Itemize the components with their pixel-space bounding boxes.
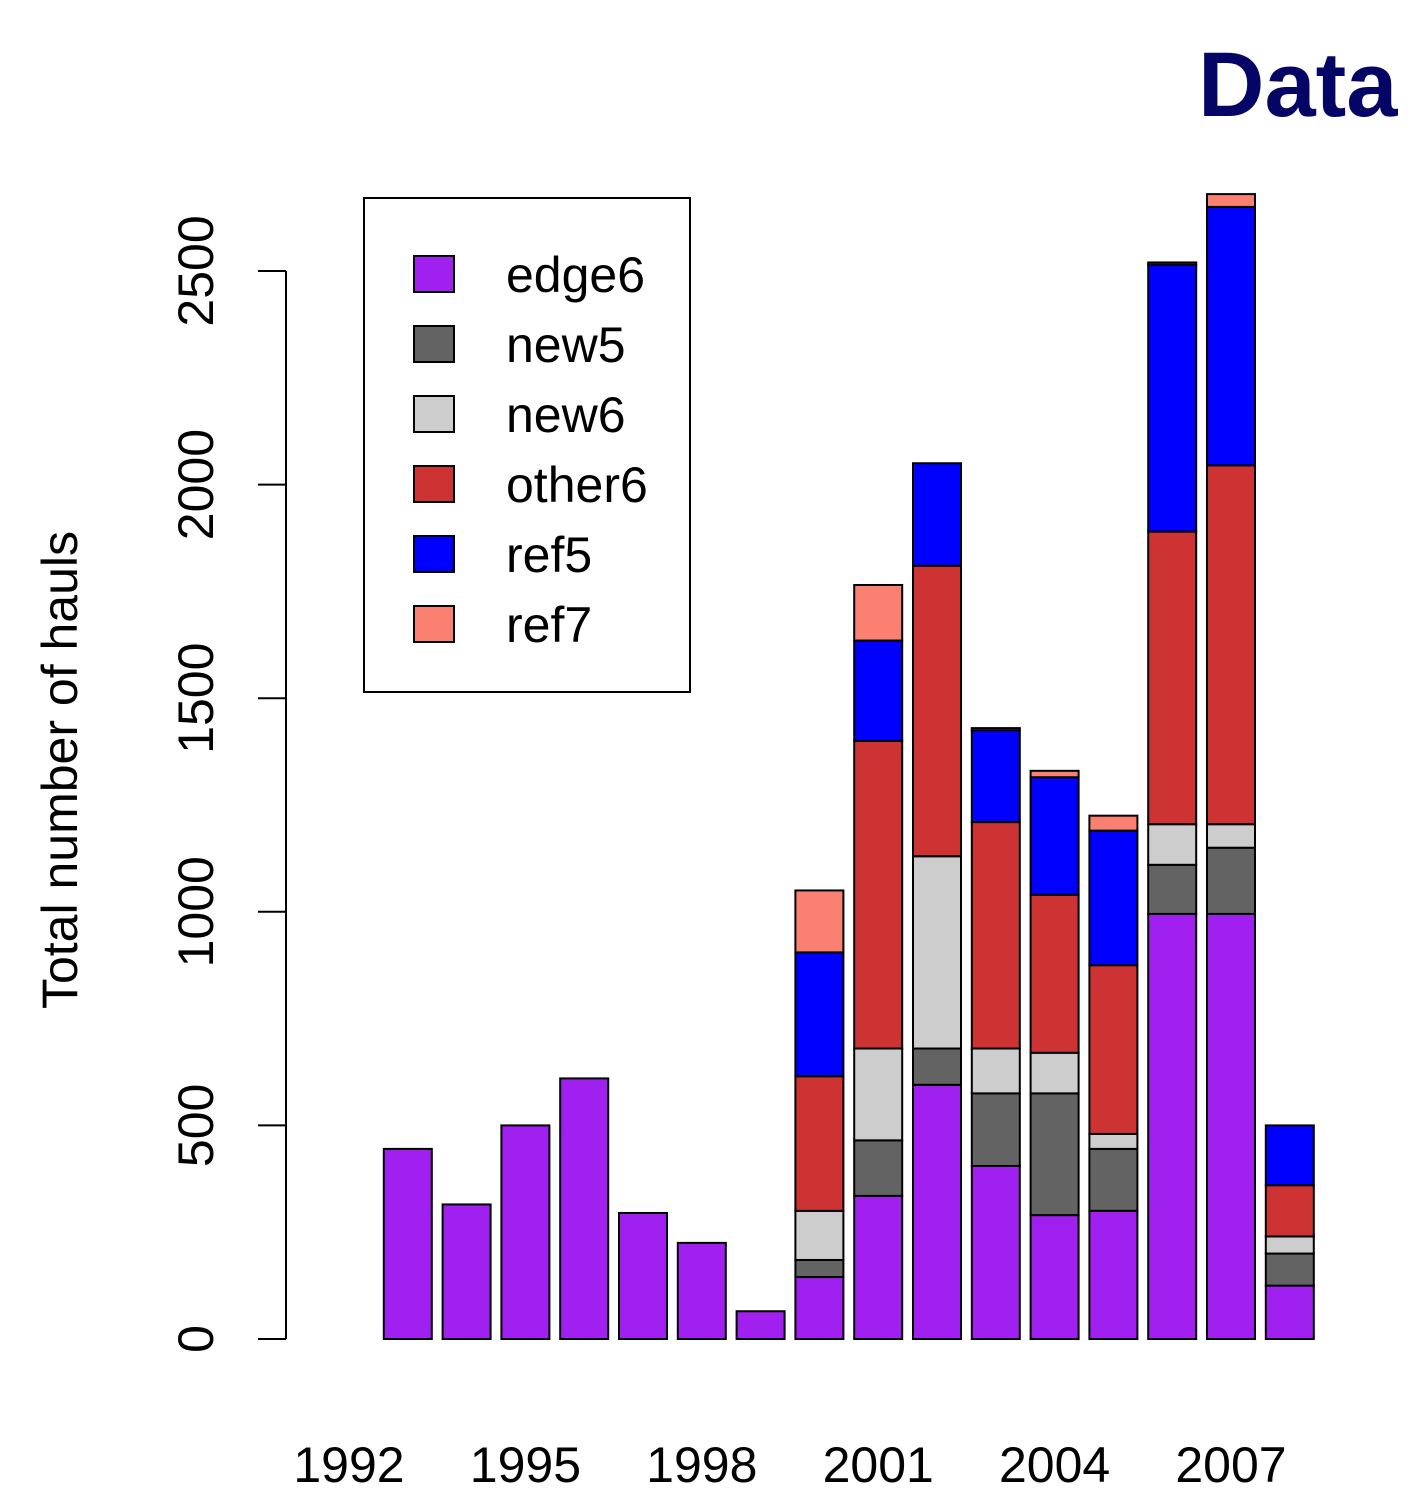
bar-2004-other6 — [1029, 893, 1080, 1054]
legend-swatch-other6 — [413, 465, 455, 503]
chart-title: Data — [1198, 34, 1398, 136]
bar-2006-ref5 — [1147, 263, 1198, 533]
legend-swatch-new5 — [413, 325, 455, 363]
y-tick-label: 1500 — [168, 643, 224, 754]
bar-2007-ref7 — [1206, 193, 1256, 208]
bar-2001-new5 — [853, 1139, 904, 1197]
bar-2002-ref5 — [912, 462, 962, 567]
legend-label-ref7: ref7 — [506, 597, 592, 653]
bar-2000-ref5 — [794, 951, 845, 1078]
bar-2004-new5 — [1029, 1092, 1080, 1217]
bar-2000-new6 — [794, 1209, 845, 1261]
legend: edge6 new5 new6 other6 ref5 ref7 — [363, 197, 691, 693]
y-tick-label: 2000 — [168, 429, 224, 540]
bar-2002-edge6 — [912, 1083, 962, 1341]
bar-1998-edge6 — [676, 1241, 727, 1341]
x-tick-label: 1995 — [470, 1437, 581, 1490]
x-tick-label: 1998 — [646, 1437, 757, 1490]
bar-2002-new5 — [912, 1047, 962, 1086]
bar-2001-ref5 — [853, 639, 904, 742]
bar-2005-new6 — [1088, 1132, 1139, 1150]
bar-2007-ref5 — [1206, 205, 1256, 467]
bar-2004-ref5 — [1029, 776, 1080, 896]
y-tick-label: 2500 — [168, 215, 224, 326]
bar-2001-other6 — [853, 739, 904, 1050]
bar-2000-new5 — [794, 1258, 845, 1279]
bar-2008-edge6 — [1264, 1284, 1315, 1340]
bar-2007-new5 — [1206, 846, 1256, 915]
legend-swatch-ref5 — [413, 535, 455, 573]
bar-2008-ref5 — [1264, 1124, 1315, 1187]
bar-2007-new6 — [1206, 823, 1256, 849]
bar-2006-new6 — [1147, 823, 1198, 866]
bar-1993-edge6 — [382, 1147, 433, 1340]
bar-2004-edge6 — [1029, 1214, 1080, 1341]
bar-1995-edge6 — [500, 1124, 551, 1341]
bar-2004-new6 — [1029, 1051, 1080, 1095]
x-tick-label: 2007 — [1175, 1437, 1286, 1490]
x-tick-label: 2004 — [999, 1437, 1110, 1490]
bar-2001-edge6 — [853, 1194, 904, 1340]
bar-2007-other6 — [1206, 464, 1256, 826]
bar-2002-new6 — [912, 855, 962, 1050]
y-axis: 0 500 1000 1500 2000 2500 — [168, 215, 287, 1353]
bar-2006-ref7 — [1147, 261, 1198, 266]
bar-2001-ref7 — [853, 583, 904, 642]
legend-label-other6: other6 — [506, 457, 648, 513]
bar-2000-edge6 — [794, 1276, 845, 1341]
bar-2005-new5 — [1088, 1147, 1139, 1212]
bar-1994-edge6 — [441, 1203, 492, 1340]
legend-swatch-new6 — [413, 395, 455, 433]
bar-1996-edge6 — [559, 1077, 610, 1340]
bar-2001-new6 — [853, 1047, 904, 1142]
bar-2006-other6 — [1147, 530, 1198, 826]
bar-2005-ref7 — [1088, 814, 1139, 832]
bar-2005-edge6 — [1088, 1209, 1139, 1340]
legend-label-ref5: ref5 — [506, 527, 592, 583]
y-tick-label: 500 — [168, 1084, 224, 1167]
bar-2006-new5 — [1147, 863, 1198, 915]
legend-label-new6: new6 — [506, 387, 626, 443]
bar-2008-new5 — [1264, 1252, 1315, 1287]
x-axis: 1992 1995 1998 2001 2004 2007 — [293, 1437, 1286, 1493]
bar-2003-new6 — [970, 1047, 1021, 1095]
legend-label-edge6: edge6 — [506, 247, 645, 303]
bar-2003-new5 — [970, 1092, 1021, 1167]
bar-2002-other6 — [912, 564, 962, 858]
legend-swatch-edge6 — [413, 255, 455, 293]
bar-2004-ref7 — [1029, 769, 1080, 779]
bar-1997-edge6 — [618, 1211, 668, 1340]
legend-label-new5: new5 — [506, 317, 626, 373]
x-tick-label: 2001 — [823, 1437, 934, 1490]
bar-2000-other6 — [794, 1075, 845, 1212]
y-tick-label: 1000 — [168, 856, 224, 967]
bars-group — [382, 193, 1315, 1341]
bar-2007-edge6 — [1206, 912, 1256, 1340]
bar-2005-ref5 — [1088, 829, 1139, 967]
bar-2003-edge6 — [970, 1164, 1021, 1341]
y-tick-label: 0 — [168, 1325, 224, 1353]
y-axis-label: Total number of hauls — [32, 531, 88, 1009]
bar-2000-ref7 — [794, 889, 845, 954]
x-tick-label: 1992 — [293, 1437, 404, 1490]
bar-2003-other6 — [970, 821, 1021, 1050]
bar-2006-edge6 — [1147, 912, 1198, 1340]
bar-2003-ref5 — [970, 729, 1021, 824]
bar-2008-new6 — [1264, 1235, 1315, 1255]
bar-2008-other6 — [1264, 1184, 1315, 1238]
bar-1999-edge6 — [735, 1310, 786, 1341]
bar-2005-other6 — [1088, 964, 1139, 1135]
bar-2003-ref7 — [970, 727, 1021, 732]
legend-swatch-ref7 — [413, 605, 455, 643]
